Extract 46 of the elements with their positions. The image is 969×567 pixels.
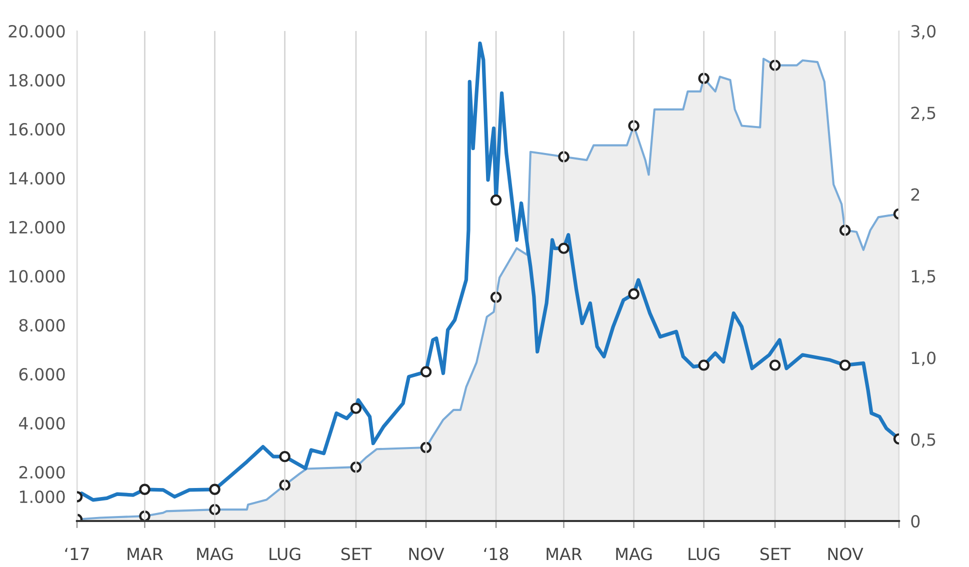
y-tick-label: 2.000 xyxy=(19,466,65,479)
x-tick-label: LUG xyxy=(270,548,300,560)
x-tick-label: MAG xyxy=(197,548,233,560)
y-tick-label: 4.000 xyxy=(18,416,65,430)
point xyxy=(490,194,502,206)
y2-tick-label: 0 xyxy=(911,514,920,528)
point xyxy=(839,360,851,371)
y2-tick-label: 1,0 xyxy=(912,352,936,366)
y-tick-label: 18.000 xyxy=(9,74,65,87)
y2-tick-label: 3,0 xyxy=(911,24,936,40)
point xyxy=(350,461,362,473)
y-tick-label: 1.000 xyxy=(20,490,65,504)
x-tick-label: NOV xyxy=(828,548,864,560)
point xyxy=(628,288,640,300)
y2-tick-label: 1,5 xyxy=(912,270,936,284)
x-tick-label: LUG xyxy=(688,548,720,560)
x-tick-label: ‘18 xyxy=(484,548,508,560)
point xyxy=(839,224,851,236)
point xyxy=(279,450,290,462)
point xyxy=(350,402,362,414)
x-tick-label: SET xyxy=(760,548,791,560)
point xyxy=(769,60,781,71)
y-tick-label: 20.000 xyxy=(8,24,65,38)
y-tick-label: 10.000 xyxy=(9,270,65,283)
y-tick-label: 14.000 xyxy=(9,172,65,185)
y2-tick-label: 2,5 xyxy=(911,106,936,121)
point xyxy=(490,292,502,303)
y-tick-label: 8.000 xyxy=(19,318,65,332)
point xyxy=(420,442,432,454)
point xyxy=(698,360,710,371)
y-tick-label: 12.000 xyxy=(9,220,65,234)
point xyxy=(420,366,432,378)
x-tick-label: SET xyxy=(341,548,372,560)
y2-tick-label: 2 xyxy=(911,188,920,201)
x-tick-label: NOV xyxy=(409,548,444,560)
point xyxy=(139,484,150,496)
point xyxy=(209,484,220,496)
point xyxy=(558,242,570,254)
point xyxy=(769,360,781,371)
y2-tick-label: 0,5 xyxy=(911,433,936,448)
x-tick-label: MAR xyxy=(546,548,582,560)
x-tick-label: MAG xyxy=(616,548,652,560)
y-tick-label: 6.000 xyxy=(19,368,65,381)
y-tick-label: 16.000 xyxy=(9,122,65,136)
x-tick-label: ‘17 xyxy=(65,548,89,560)
x-tick-label: MAR xyxy=(128,548,163,560)
